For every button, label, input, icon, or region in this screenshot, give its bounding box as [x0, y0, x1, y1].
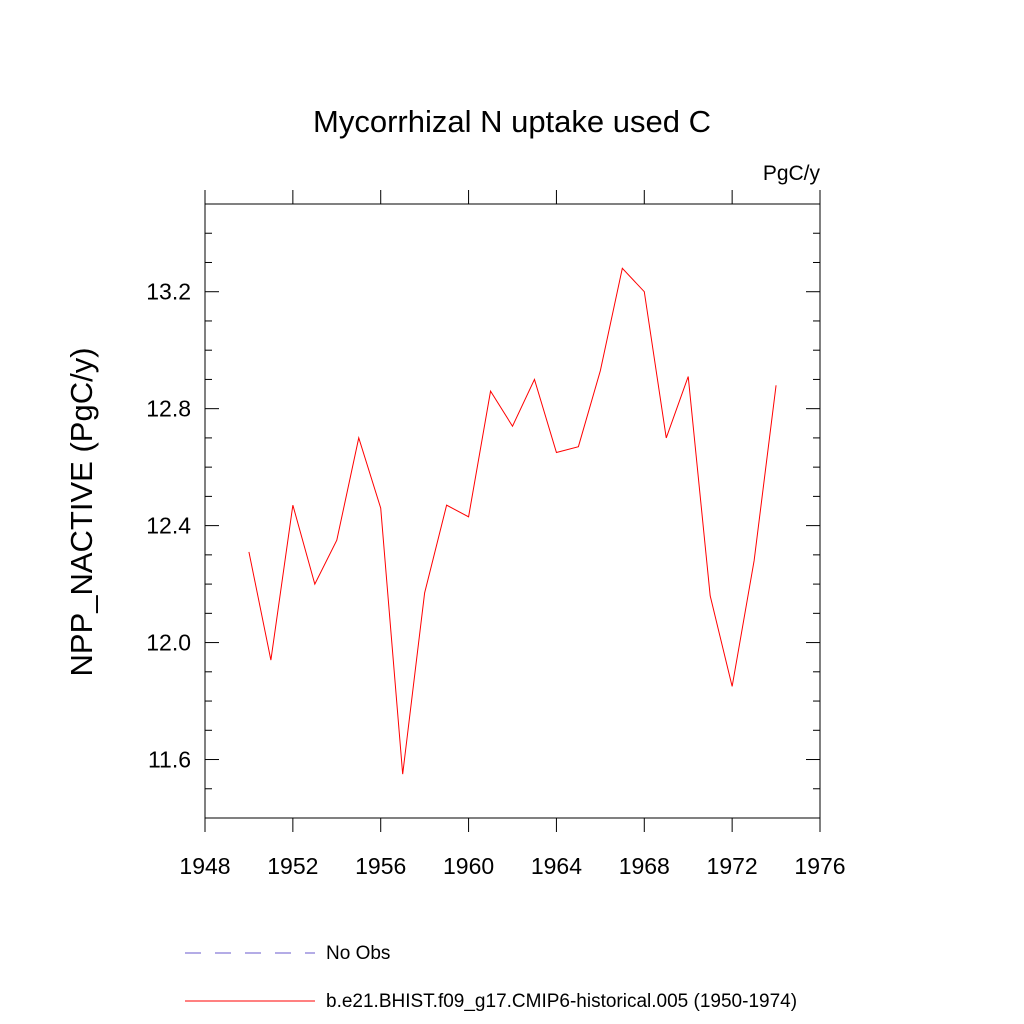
- chart-title: Mycorrhizal N uptake used C: [313, 104, 711, 139]
- x-tick-label: 1976: [794, 853, 845, 879]
- axis-tick-labels: 1948 1952 1956 1960 1964 1968 1972 1976 11.6 12.0…: [146, 279, 845, 879]
- y-tick-label: 11.6: [148, 747, 191, 773]
- legend: No Obs b.e21.BHIST.f09_g17.CMIP6-histori…: [185, 943, 797, 1012]
- y-tick-label: 12.4: [146, 513, 191, 539]
- x-tick-label: 1960: [443, 853, 494, 879]
- x-tick-label: 1952: [267, 853, 318, 879]
- series-layer: [248, 267, 777, 775]
- legend-label-historical: b.e21.BHIST.f09_g17.CMIP6-historical.005…: [326, 991, 797, 1012]
- x-tick-label: 1948: [179, 853, 230, 879]
- y-tick-label: 13.2: [146, 279, 191, 305]
- units-label: PgC/y: [763, 162, 821, 185]
- plot-frame: [204, 203, 821, 819]
- y-tick-label: 12.0: [146, 630, 191, 656]
- legend-label-no-obs: No Obs: [326, 943, 390, 964]
- series-line: [248, 267, 777, 775]
- x-tick-label: 1964: [531, 853, 582, 879]
- x-tick-label: 1972: [707, 853, 758, 879]
- axis-ticks: [204, 190, 821, 832]
- y-tick-label: 12.8: [146, 396, 191, 422]
- x-tick-label: 1968: [619, 853, 670, 879]
- y-axis-label: NPP_NACTIVE (PgC/y): [64, 347, 99, 676]
- x-tick-label: 1956: [355, 853, 406, 879]
